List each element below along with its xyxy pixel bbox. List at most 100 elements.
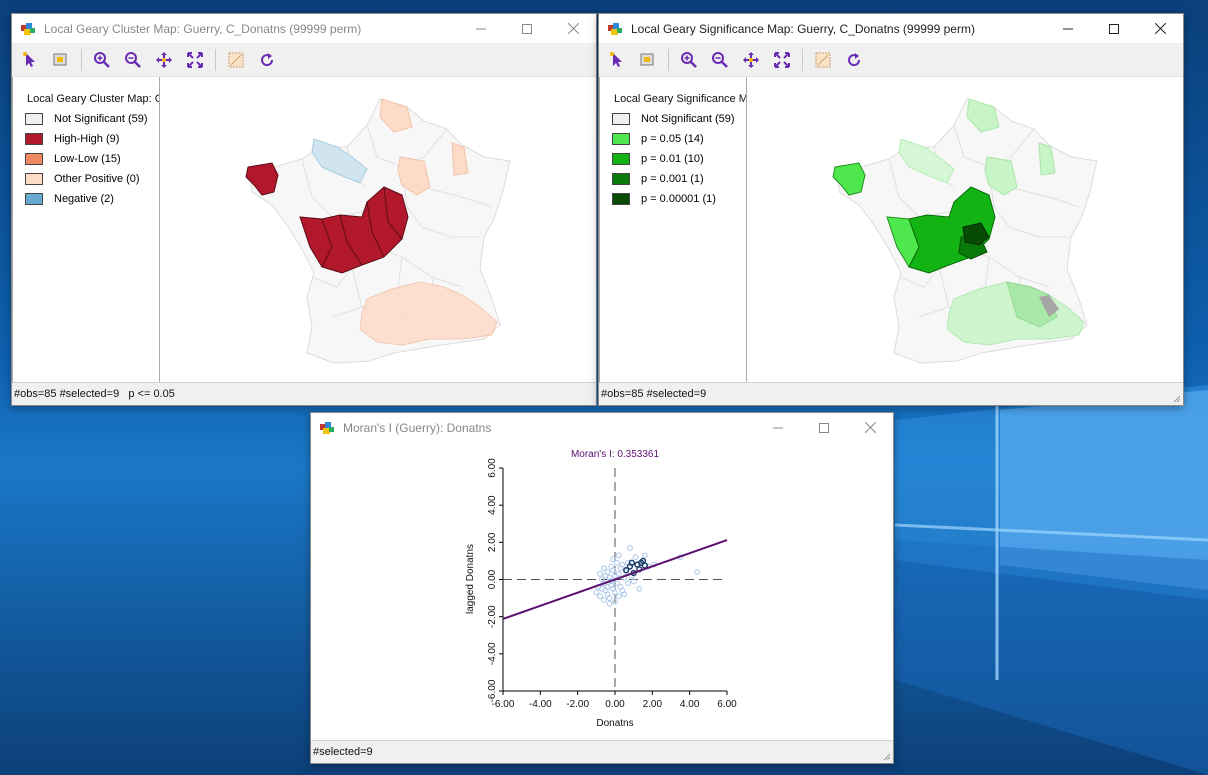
legend-swatch [612, 133, 630, 145]
scatter-point [625, 580, 631, 587]
cluster-map-canvas[interactable] [162, 77, 596, 382]
maximize-button[interactable] [801, 413, 847, 442]
toolbar-separator [215, 48, 216, 71]
scatter-point [694, 569, 701, 575]
y-tick-label: -6.00 [487, 679, 498, 702]
status-bar: #obs=85 #selected=9 p <= 0.05 [12, 382, 596, 405]
x-tick-label: 4.00 [680, 699, 700, 710]
legend-swatch [612, 113, 630, 125]
scatter-point [627, 545, 633, 551]
close-button[interactable] [847, 413, 893, 442]
pan-icon[interactable] [739, 48, 763, 72]
fit-extent-icon[interactable] [770, 48, 794, 72]
significance-legend-panel: Local Geary Significance M Not Significa… [599, 77, 747, 383]
x-tick-label: -6.00 [492, 699, 515, 710]
legend-swatch [612, 193, 630, 205]
minimize-button[interactable] [458, 14, 504, 43]
y-tick-label: -4.00 [487, 642, 498, 665]
legend-label: Low-Low (15) [54, 153, 121, 165]
legend-label: Not Significant (59) [54, 113, 148, 125]
legend-item-other-positive[interactable]: Other Positive (0) [25, 172, 140, 186]
pan-icon[interactable] [152, 48, 176, 72]
selected-point [626, 563, 634, 570]
select-icon[interactable] [605, 48, 629, 72]
significance-map-canvas[interactable] [749, 77, 1183, 382]
maximize-button[interactable] [504, 14, 550, 43]
minimize-button[interactable] [1045, 14, 1091, 43]
y-tick-label: -2.00 [487, 605, 498, 628]
scatter-point [612, 598, 618, 605]
select-by-rect-icon[interactable] [636, 48, 660, 72]
scatter-point [608, 563, 615, 570]
moran-plot-area: Moran's I: 0.353361 Donatns lagged Donat… [311, 442, 893, 741]
map-toolbar [599, 43, 1183, 77]
scatter-point [613, 559, 620, 566]
zoom-out-icon[interactable] [121, 48, 145, 72]
significance-map-window: Local Geary Significance Map: Guerry, C_… [598, 13, 1184, 406]
x-tick-label: 6.00 [717, 699, 737, 710]
close-button[interactable] [550, 14, 596, 43]
legend-label: p = 0.05 (14) [641, 133, 704, 145]
legend-item-p000001[interactable]: p = 0.00001 (1) [612, 192, 716, 206]
window-title: Moran's I (Guerry): Donatns [343, 420, 492, 435]
scatter-point [597, 571, 603, 577]
refresh-icon[interactable] [255, 48, 279, 72]
select-by-rect-icon[interactable] [49, 48, 73, 72]
zoom-out-icon[interactable] [708, 48, 732, 72]
cluster-map-window: Local Geary Cluster Map: Guerry, C_Donat… [11, 13, 597, 406]
legend-item-p001[interactable]: p = 0.01 (10) [612, 152, 704, 166]
zoom-in-icon[interactable] [90, 48, 114, 72]
scatter-point [613, 580, 620, 587]
resize-grip-icon[interactable] [1171, 393, 1181, 403]
scatter-point [612, 572, 618, 579]
scatter-point [636, 585, 643, 592]
zoom-in-icon[interactable] [677, 48, 701, 72]
select-icon[interactable] [18, 48, 42, 72]
legend-item-not-significant[interactable]: Not Significant (59) [612, 112, 735, 126]
moran-scatter-plot[interactable]: Moran's I: 0.353361 Donatns lagged Donat… [311, 442, 893, 741]
region-p005-brittany [832, 162, 866, 196]
scatter-point [604, 569, 611, 575]
scatter-point [632, 554, 639, 561]
x-tick-label: -2.00 [566, 699, 589, 710]
scatter-point [606, 600, 613, 607]
legend-item-negative[interactable]: Negative (2) [25, 192, 114, 206]
fit-extent-icon[interactable] [183, 48, 207, 72]
legend-title: Local Geary Cluster Map: G [27, 93, 160, 105]
map-layers-icon[interactable] [224, 48, 248, 72]
significance-map-titlebar[interactable]: Local Geary Significance Map: Guerry, C_… [599, 14, 1183, 43]
y-tick-label: 4.00 [487, 495, 498, 515]
legend-label: p = 0.01 (10) [641, 153, 704, 165]
x-tick-label: 0.00 [605, 699, 625, 710]
scatter-point [610, 585, 617, 592]
legend-swatch [25, 173, 43, 185]
y-tick-label: 6.00 [487, 458, 498, 478]
legend-swatch [612, 173, 630, 185]
scatter-point [604, 584, 611, 590]
legend-label: Not Significant (59) [641, 113, 735, 125]
refresh-icon[interactable] [842, 48, 866, 72]
maximize-button[interactable] [1091, 14, 1137, 43]
legend-item-high-high[interactable]: High-High (9) [25, 132, 119, 146]
scatter-point [599, 576, 605, 583]
legend-item-low-low[interactable]: Low-Low (15) [25, 152, 121, 166]
close-button[interactable] [1137, 14, 1183, 43]
x-tick-label: -4.00 [529, 699, 552, 710]
y-tick-label: 0.00 [487, 569, 498, 589]
scatter-point [615, 593, 622, 600]
legend-item-not-significant[interactable]: Not Significant (59) [25, 112, 148, 126]
cluster-map-titlebar[interactable]: Local Geary Cluster Map: Guerry, C_Donat… [12, 14, 596, 43]
map-layers-icon[interactable] [811, 48, 835, 72]
minimize-button[interactable] [755, 413, 801, 442]
resize-grip-icon[interactable] [881, 751, 891, 761]
scatter-point [630, 578, 637, 585]
legend-swatch [25, 113, 43, 125]
region-other-positive-north [379, 98, 413, 133]
region-grey-southeast [1039, 295, 1059, 317]
moran-titlebar[interactable]: Moran's I (Guerry): Donatns [311, 413, 893, 442]
legend-item-p0001[interactable]: p = 0.001 (1) [612, 172, 704, 186]
region-p001-southeast [1006, 281, 1058, 328]
legend-item-p005[interactable]: p = 0.05 (14) [612, 132, 704, 146]
status-bar: #obs=85 #selected=9 [599, 382, 1183, 405]
